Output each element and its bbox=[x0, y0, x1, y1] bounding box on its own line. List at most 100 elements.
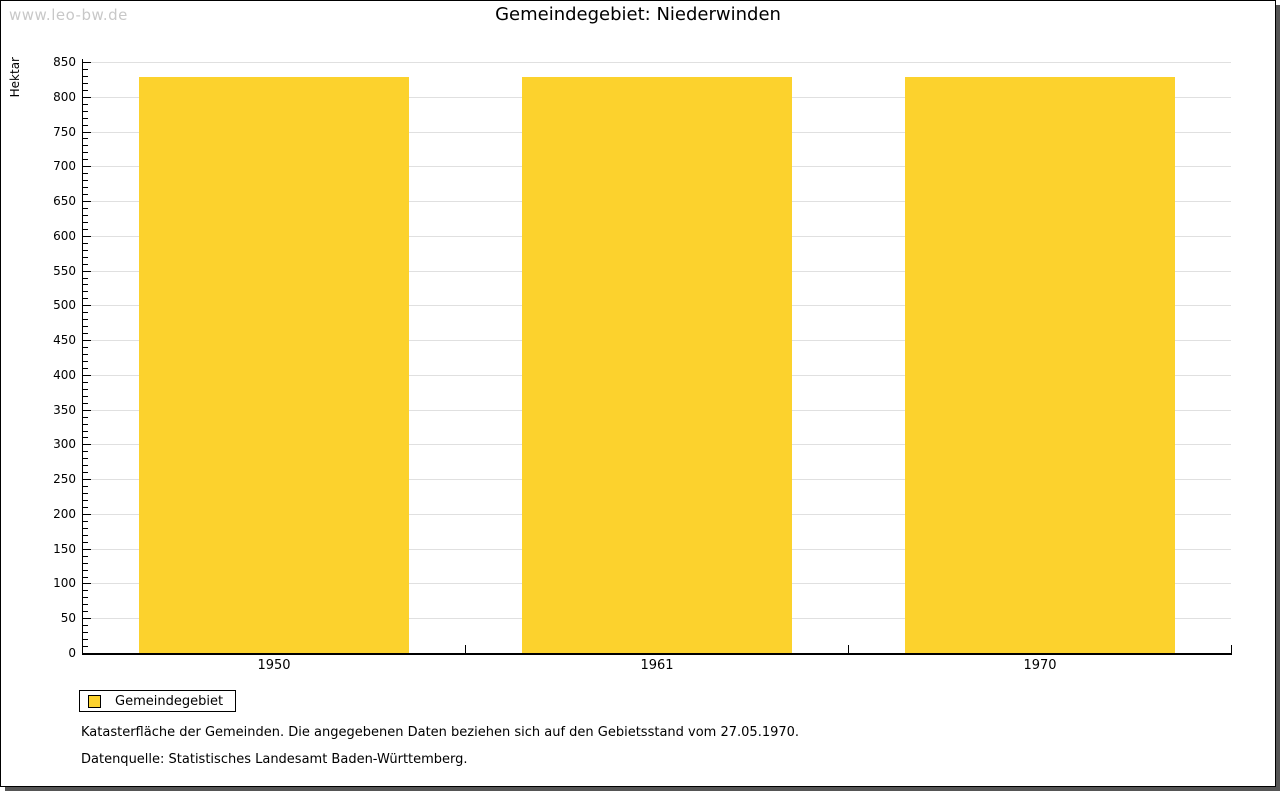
y-axis-tick-minor bbox=[83, 69, 88, 70]
y-axis-tick-major bbox=[83, 444, 91, 445]
y-axis-tick-minor bbox=[83, 187, 88, 188]
y-axis-tick-minor bbox=[83, 590, 88, 591]
y-axis-tick-label: 750 bbox=[53, 125, 76, 139]
y-axis-tick-major bbox=[83, 549, 91, 550]
legend-label: Gemeindegebiet bbox=[115, 693, 224, 709]
y-axis-tick-minor bbox=[83, 625, 88, 626]
y-axis-tick-label: 700 bbox=[53, 159, 76, 173]
bar-1950 bbox=[139, 77, 409, 653]
y-axis-tick-major bbox=[83, 236, 91, 237]
y-axis-tick-minor bbox=[83, 145, 88, 146]
y-axis-tick-minor bbox=[83, 389, 88, 390]
y-axis-tick-major bbox=[83, 305, 91, 306]
y-axis-tick-minor bbox=[83, 284, 88, 285]
y-axis-tick-minor bbox=[83, 451, 88, 452]
y-axis-tick-label: 150 bbox=[53, 542, 76, 556]
y-axis-tick-major bbox=[83, 618, 91, 619]
y-axis-tick-label: 450 bbox=[53, 333, 76, 347]
y-axis-tick-minor bbox=[83, 118, 88, 119]
y-axis-tick-minor bbox=[83, 570, 88, 571]
y-axis-tick-minor bbox=[83, 298, 88, 299]
y-axis-tick-minor bbox=[83, 243, 88, 244]
y-axis-tick-minor bbox=[83, 535, 88, 536]
y-axis-tick-minor bbox=[83, 486, 88, 487]
y-axis-tick-minor bbox=[83, 597, 88, 598]
x-axis-label: 1970 bbox=[1023, 658, 1057, 673]
chart-title: Gemeindegebiet: Niederwinden bbox=[495, 4, 781, 25]
x-axis-tick bbox=[465, 645, 466, 653]
y-axis-tick-minor bbox=[83, 500, 88, 501]
y-axis-tick-label: 850 bbox=[53, 55, 76, 69]
y-axis-tick-label: 600 bbox=[53, 229, 76, 243]
y-axis-tick-major bbox=[83, 271, 91, 272]
bar-1970 bbox=[905, 77, 1175, 653]
y-axis-tick-minor bbox=[83, 111, 88, 112]
y-axis-tick-minor bbox=[83, 368, 88, 369]
x-axis-end-tick bbox=[1231, 645, 1232, 653]
y-axis-tick-minor bbox=[83, 208, 88, 209]
y-axis-tick-minor bbox=[83, 76, 88, 77]
y-axis-tick-label: 300 bbox=[53, 437, 76, 451]
legend-swatch-icon bbox=[88, 694, 101, 708]
y-axis-tick-minor bbox=[83, 424, 88, 425]
y-axis-tick-minor bbox=[83, 229, 88, 230]
y-axis-tick-minor bbox=[83, 472, 88, 473]
y-axis-tick-minor bbox=[83, 556, 88, 557]
y-axis-tick-label: 550 bbox=[53, 264, 76, 278]
y-axis-tick-major bbox=[83, 340, 91, 341]
y-axis-tick-minor bbox=[83, 194, 88, 195]
y-axis-tick-minor bbox=[83, 180, 88, 181]
y-axis-tick-major bbox=[83, 583, 91, 584]
y-axis-tick-minor bbox=[83, 361, 88, 362]
y-axis-tick-minor bbox=[83, 577, 88, 578]
y-axis-tick-label: 650 bbox=[53, 194, 76, 208]
y-axis-tick-major bbox=[83, 166, 91, 167]
y-axis-tick-minor bbox=[83, 326, 88, 327]
y-axis-tick-minor bbox=[83, 417, 88, 418]
y-axis-tick-minor bbox=[83, 83, 88, 84]
y-axis-tick-minor bbox=[83, 437, 88, 438]
y-axis-line bbox=[82, 59, 83, 653]
y-axis-tick-minor bbox=[83, 465, 88, 466]
x-axis-line bbox=[82, 653, 1232, 655]
footnote-source-description: Katasterfläche der Gemeinden. Die angege… bbox=[81, 725, 800, 740]
y-axis-tick-minor bbox=[83, 507, 88, 508]
y-axis-tick-minor bbox=[83, 90, 88, 91]
y-axis-tick-minor bbox=[83, 611, 88, 612]
y-axis-tick-major bbox=[83, 62, 91, 63]
y-axis-tick-minor bbox=[83, 639, 88, 640]
y-axis-tick-minor bbox=[83, 173, 88, 174]
y-axis-tick-minor bbox=[83, 138, 88, 139]
y-axis-tick-minor bbox=[83, 563, 88, 564]
y-axis-tick-minor bbox=[83, 333, 88, 334]
y-axis-tick-minor bbox=[83, 403, 88, 404]
y-axis-tick-minor bbox=[83, 250, 88, 251]
y-axis-tick-label: 500 bbox=[53, 298, 76, 312]
y-axis-tick-minor bbox=[83, 354, 88, 355]
y-axis-tick-major bbox=[83, 514, 91, 515]
y-axis-tick-minor bbox=[83, 152, 88, 153]
y-axis-tick-minor bbox=[83, 646, 88, 647]
y-axis-tick-minor bbox=[83, 458, 88, 459]
watermark: www.leo-bw.de bbox=[9, 6, 128, 24]
y-axis-tick-label: 100 bbox=[53, 576, 76, 590]
y-axis-tick-major bbox=[83, 132, 91, 133]
y-axis-tick-minor bbox=[83, 382, 88, 383]
y-axis-tick-minor bbox=[83, 278, 88, 279]
x-axis-label: 1961 bbox=[640, 658, 674, 673]
y-axis-tick-major bbox=[83, 201, 91, 202]
y-axis-tick-minor bbox=[83, 632, 88, 633]
y-axis-tick-minor bbox=[83, 215, 88, 216]
y-axis-tick-minor bbox=[83, 291, 88, 292]
y-axis-tick-major bbox=[83, 375, 91, 376]
x-axis-label: 1950 bbox=[257, 658, 291, 673]
x-axis-tick bbox=[848, 645, 849, 653]
y-axis-tick-minor bbox=[83, 347, 88, 348]
y-axis-tick-label: 250 bbox=[53, 472, 76, 486]
y-axis-tick-label: 200 bbox=[53, 507, 76, 521]
y-axis-tick-minor bbox=[83, 257, 88, 258]
footnote-data-source: Datenquelle: Statistisches Landesamt Bad… bbox=[81, 752, 468, 767]
y-axis-tick-minor bbox=[83, 104, 88, 105]
